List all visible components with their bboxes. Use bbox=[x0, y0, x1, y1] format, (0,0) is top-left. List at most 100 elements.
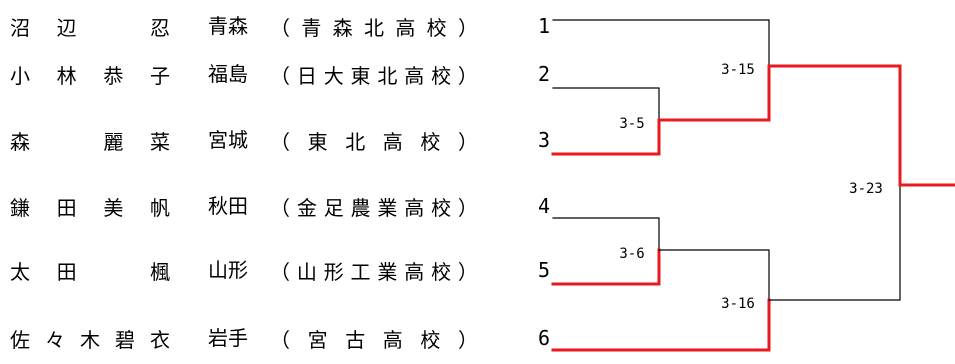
player-name: 小 林 恭子 bbox=[10, 54, 170, 94]
player-school-char: 校 bbox=[420, 327, 441, 352]
player-school-char: 東 bbox=[307, 129, 328, 154]
player-school-char: ） bbox=[457, 63, 478, 88]
player-school-char: 業 bbox=[377, 259, 398, 284]
player-name-char: 辺 bbox=[56, 15, 77, 40]
player-school-char: ） bbox=[457, 327, 478, 352]
match-score-m-2-3: 3-5 bbox=[619, 116, 644, 132]
player-school: （金足農業高校） bbox=[270, 186, 478, 226]
player-school: （ 東北高校 ） bbox=[270, 120, 478, 160]
player-school-char: ） bbox=[457, 259, 478, 284]
player-school-char: 高 bbox=[404, 195, 425, 220]
player-school-char: 校 bbox=[426, 15, 447, 40]
player-school-char: 足 bbox=[323, 195, 344, 220]
player-school-char: 業 bbox=[377, 195, 398, 220]
player-name-char: 田 bbox=[56, 259, 77, 284]
match-score-final: 3-23 bbox=[849, 181, 883, 197]
player-seed: 3 bbox=[537, 128, 550, 152]
player-prefecture: 青森 bbox=[208, 14, 248, 38]
player-name-char: 碧 bbox=[115, 327, 135, 352]
player-school-char: 宮 bbox=[307, 327, 328, 352]
bracket-line-seed-6 bbox=[551, 298, 771, 352]
player-school-char: 青 bbox=[301, 15, 322, 40]
player-name-char: 恭 bbox=[103, 63, 124, 88]
bracket-line-seed-3 bbox=[551, 118, 661, 156]
player-name: 佐々木碧衣 bbox=[10, 318, 170, 358]
player-name-char: 鎌 bbox=[10, 195, 30, 220]
player-school-char: 森 bbox=[332, 15, 353, 40]
player-seed: 5 bbox=[537, 258, 550, 282]
player-name-char: 田 bbox=[56, 195, 77, 220]
player-school-char: 北 bbox=[377, 63, 398, 88]
bracket-line-seed-4 bbox=[552, 217, 660, 251]
player-prefecture: 山形 bbox=[208, 258, 248, 282]
player-row: 鎌 田 美帆 秋田 （金足農業高校） 4 bbox=[0, 186, 560, 226]
player-school: （日大東北高校） bbox=[270, 54, 478, 94]
bracket-line-winner-3-6 bbox=[658, 249, 770, 301]
player-school: （山形工業高校） bbox=[270, 250, 478, 290]
bracket-line-winner-3-5 bbox=[657, 64, 771, 122]
player-school-char: （ bbox=[270, 129, 290, 154]
player-school-char: 高 bbox=[382, 129, 403, 154]
player-prefecture: 福島 bbox=[208, 62, 248, 86]
player-seed: 1 bbox=[537, 14, 550, 38]
player-school-char: ） bbox=[457, 195, 478, 220]
player-seed: 2 bbox=[537, 62, 550, 86]
player-name-char: 太 bbox=[10, 259, 30, 284]
player-school-char: （ bbox=[270, 195, 290, 220]
player-row: 小 林 恭子 福島 （日大東北高校） 2 bbox=[0, 54, 560, 94]
player-name-char: 美 bbox=[103, 195, 124, 220]
player-name: 沼辺忍 bbox=[10, 6, 170, 46]
player-school-char: 形 bbox=[323, 259, 344, 284]
player-prefecture: 秋田 bbox=[208, 194, 248, 218]
player-name-char: 小 bbox=[10, 63, 30, 88]
player-school-char: （ bbox=[270, 259, 290, 284]
bracket-line-semi-bottom bbox=[768, 184, 901, 301]
player-name-char: 木 bbox=[80, 327, 100, 352]
player-school-char: （ bbox=[270, 63, 290, 88]
player-school-char: 大 bbox=[323, 63, 344, 88]
player-school-char: 高 bbox=[404, 63, 425, 88]
player-name-char: 森 bbox=[10, 129, 30, 154]
player-name-char: 菜 bbox=[149, 129, 170, 154]
player-name-char: 林 bbox=[56, 63, 77, 88]
player-school-char: 高 bbox=[404, 259, 425, 284]
player-school-char: （ bbox=[270, 327, 290, 352]
bracket-line-seed-2 bbox=[552, 87, 660, 121]
player-row: 太田楓山形（山形工業高校） 5 bbox=[0, 250, 560, 290]
player-prefecture: 岩手 bbox=[208, 326, 248, 350]
player-name-char: 帆 bbox=[149, 195, 170, 220]
player-name: 鎌 田 美帆 bbox=[10, 186, 170, 226]
player-school-char: ） bbox=[457, 129, 478, 154]
match-score-semi-bottom: 3-16 bbox=[721, 296, 755, 312]
player-name-char: 沼 bbox=[10, 15, 30, 40]
player-school-char: ） bbox=[457, 15, 478, 40]
player-name-char: 佐 bbox=[10, 327, 30, 352]
player-name-char: 楓 bbox=[149, 259, 170, 284]
player-row: 森 麗菜 宮城 （ 東北高校 ） 3 bbox=[0, 120, 560, 160]
player-school-char: （ bbox=[270, 15, 290, 40]
player-school-char: 工 bbox=[350, 259, 371, 284]
player-school-char: 金 bbox=[296, 195, 317, 220]
bracket-line-semi-top bbox=[767, 64, 902, 187]
player-seed: 6 bbox=[537, 326, 550, 350]
player-school-char: 校 bbox=[431, 63, 452, 88]
player-school-char: 高 bbox=[395, 15, 416, 40]
player-school-char: 校 bbox=[420, 129, 441, 154]
player-name: 森 麗菜 bbox=[10, 120, 170, 160]
player-school-char: 農 bbox=[350, 195, 371, 220]
player-school-char: 山 bbox=[296, 259, 317, 284]
player-name-char: 衣 bbox=[150, 327, 170, 352]
player-name-char: 忍 bbox=[149, 15, 170, 40]
match-score-m-4-5: 3-6 bbox=[619, 246, 644, 262]
player-school-char: 古 bbox=[345, 327, 366, 352]
player-school-char: 東 bbox=[350, 63, 371, 88]
player-school: （ 青森北高校 ） bbox=[270, 6, 478, 46]
player-row: 沼辺忍青森（青森北高校） 1 bbox=[0, 6, 560, 46]
player-school-char: 校 bbox=[431, 259, 452, 284]
player-school-char: 北 bbox=[345, 129, 366, 154]
player-row: 佐々木碧衣 岩手 （ 宮古高校 ） 6 bbox=[0, 318, 560, 358]
player-school: （ 宮古高校 ） bbox=[270, 318, 478, 358]
player-school-char: 日 bbox=[296, 63, 317, 88]
bracket-line-seed-1 bbox=[552, 19, 770, 67]
